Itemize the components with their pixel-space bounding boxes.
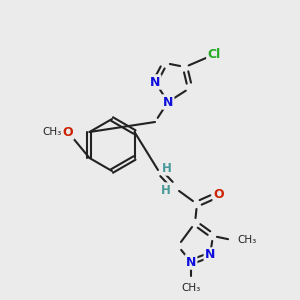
Text: H: H	[161, 184, 171, 196]
Text: O: O	[214, 188, 224, 200]
Text: O: O	[63, 125, 73, 139]
Text: H: H	[162, 161, 172, 175]
Text: N: N	[163, 95, 173, 109]
Text: CH₃: CH₃	[42, 127, 62, 137]
Text: N: N	[186, 256, 196, 268]
Text: CH₃: CH₃	[237, 235, 256, 245]
Text: N: N	[205, 248, 215, 262]
Text: CH₃: CH₃	[182, 283, 201, 293]
Text: N: N	[150, 76, 160, 88]
Text: Cl: Cl	[207, 49, 220, 62]
